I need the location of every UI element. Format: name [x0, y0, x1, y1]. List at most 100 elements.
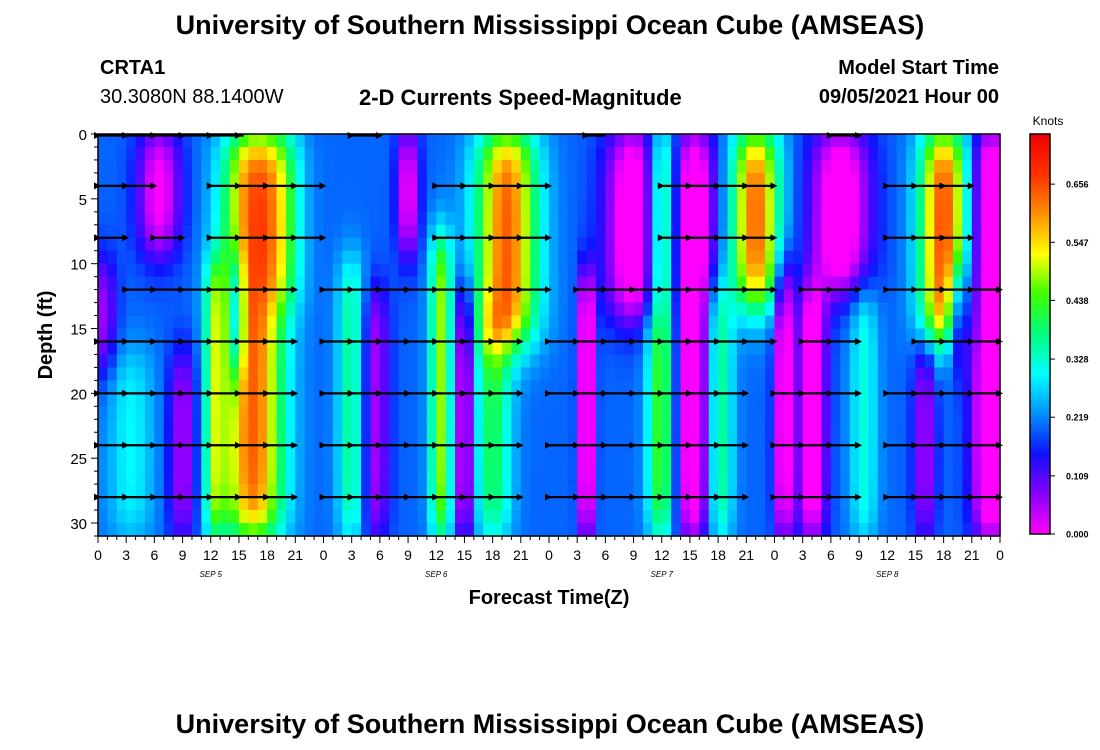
heatmap-cell [210, 276, 221, 291]
heatmap-cell [774, 354, 785, 369]
heatmap-cell [642, 224, 653, 239]
heatmap-cell [699, 198, 710, 213]
heatmap-cell [830, 289, 841, 304]
heatmap-cell [314, 445, 325, 459]
heatmap-cell [830, 393, 841, 407]
heatmap-cell [793, 432, 804, 446]
heatmap-cell [755, 315, 766, 330]
heatmap-cell [567, 211, 578, 226]
heatmap-cell [398, 237, 409, 252]
x-tick-label: 21 [964, 547, 980, 563]
heatmap-cell [868, 250, 879, 265]
heatmap-cell [314, 159, 325, 174]
heatmap-cell [98, 406, 108, 420]
heatmap-cell [906, 458, 917, 472]
heatmap-cell [304, 367, 315, 381]
heatmap-cell [511, 185, 522, 200]
current-vector-arrow [460, 182, 468, 190]
heatmap-cell [539, 172, 550, 187]
current-vector-arrow [263, 389, 271, 397]
heatmap-cell [689, 159, 700, 174]
heatmap-cell [267, 263, 278, 278]
heatmap-cell [934, 315, 945, 330]
current-vector-arrow [404, 286, 412, 294]
heatmap-cell [445, 302, 456, 317]
heatmap-cell [351, 159, 362, 174]
heatmap-cell [567, 237, 578, 252]
heatmap-cell [943, 432, 954, 446]
heatmap-cell [116, 198, 127, 213]
heatmap-cell [257, 315, 268, 330]
heatmap-cell [295, 419, 306, 433]
heatmap-cell [379, 263, 390, 278]
heatmap-cell [126, 328, 137, 343]
heatmap-cell [812, 172, 823, 187]
heatmap-cell [135, 250, 146, 265]
heatmap-cell [736, 302, 747, 317]
heatmap-cell [210, 302, 221, 317]
heatmap-cell [464, 523, 475, 537]
heatmap-cell [323, 146, 334, 161]
heatmap-cell [398, 315, 409, 330]
heatmap-cell [887, 471, 898, 485]
heatmap-cell [915, 263, 926, 278]
heatmap-cell [229, 250, 240, 265]
heatmap-cell [361, 497, 372, 511]
heatmap-cell [229, 237, 240, 252]
heatmap-cell [549, 419, 559, 433]
heatmap-cell [126, 315, 137, 330]
heatmap-cell [332, 484, 343, 498]
heatmap-cell [238, 354, 249, 369]
heatmap-cell [502, 198, 513, 213]
heatmap-cell [943, 134, 954, 148]
heatmap-cell [727, 341, 738, 356]
heatmap-cell [473, 185, 484, 200]
heatmap-cell [708, 419, 719, 433]
model-start-label: Model Start Time [838, 57, 999, 79]
heatmap-cell [379, 406, 390, 420]
heatmap-cell [389, 341, 400, 356]
heatmap-cell [812, 497, 823, 511]
heatmap-cell [426, 367, 437, 381]
heatmap-cell [614, 263, 625, 278]
heatmap-cell [455, 458, 466, 472]
heatmap-cell [708, 237, 719, 252]
heatmap-cell [464, 185, 475, 200]
heatmap-cell [549, 497, 559, 511]
heatmap-cell [642, 315, 653, 330]
heatmap-cell [906, 224, 917, 239]
heatmap-cell [671, 185, 682, 200]
heatmap-cell [906, 497, 917, 511]
heatmap-cell [906, 237, 917, 252]
heatmap-cell [671, 393, 682, 407]
heatmap-cell [896, 393, 907, 407]
heatmap-cell [191, 185, 202, 200]
heatmap-cell [849, 367, 860, 381]
heatmap-cell [934, 432, 945, 446]
heatmap-cell [267, 354, 278, 369]
heatmap-cell [633, 224, 644, 239]
heatmap-cell [229, 510, 240, 524]
heatmap-cell [736, 289, 747, 304]
heatmap-cell [295, 146, 306, 161]
current-vector-arrow [826, 389, 834, 397]
heatmap-cell [370, 172, 381, 187]
heatmap-cell [953, 341, 964, 356]
heatmap-cell [276, 302, 287, 317]
current-vector-arrow [855, 441, 863, 449]
heatmap-cell [671, 406, 682, 420]
heatmap-cell [661, 159, 672, 174]
heatmap-cell [793, 484, 804, 498]
heatmap-cell [370, 354, 381, 369]
heatmap-cell [201, 146, 212, 161]
heatmap-cell [774, 315, 785, 330]
heatmap-cell [755, 263, 766, 278]
heatmap-cell [718, 159, 729, 174]
heatmap-cell [163, 510, 174, 524]
heatmap-cell [257, 354, 268, 369]
heatmap-cell [248, 510, 259, 524]
heatmap-cell [408, 146, 419, 161]
heatmap-cell [426, 328, 437, 343]
heatmap-cell [689, 276, 700, 291]
heatmap-cell [849, 432, 860, 446]
